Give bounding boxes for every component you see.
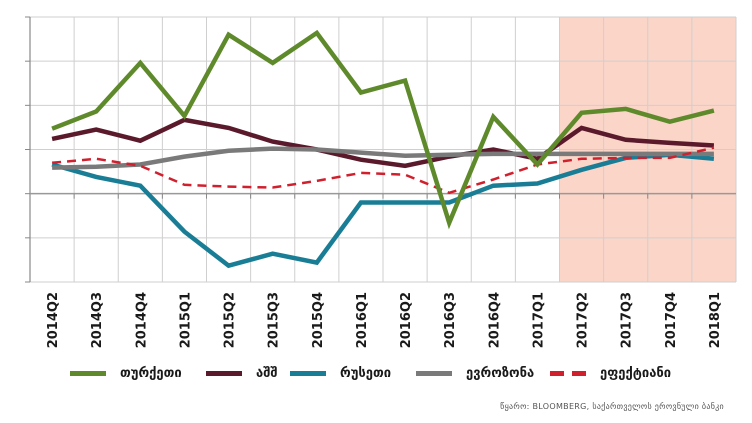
legend-item-effective: ეფექტიანი <box>550 362 671 384</box>
x-tick-label: 2016Q2 <box>399 292 414 348</box>
legend-swatch-turkey <box>70 370 106 376</box>
series-line-3 <box>52 146 714 170</box>
x-tick-label: 2017Q1 <box>531 292 546 348</box>
x-tick-label: 2017Q2 <box>576 292 591 348</box>
x-tick-label: 2014Q3 <box>90 292 105 348</box>
x-tick-label: 2016Q1 <box>355 292 370 348</box>
series-line-0 <box>51 29 715 230</box>
legend-label-turkey: თურქეთი <box>120 365 182 381</box>
legend-label-eurozone: ევროზონა <box>466 365 535 381</box>
source-note: წყარო: BLOOMBERG, საქართველოს ეროვნული ბ… <box>500 402 724 411</box>
series-line-4 <box>51 146 715 195</box>
legend-item-usa: აშშ <box>206 362 278 384</box>
x-tick-label: 2017Q4 <box>664 292 679 348</box>
series-line-1 <box>51 117 715 169</box>
x-tick-label: 2016Q3 <box>443 292 458 348</box>
series-line-2 <box>51 152 715 269</box>
legend-item-eurozone: ევროზონა <box>416 362 534 384</box>
x-tick-label: 2017Q3 <box>620 292 635 348</box>
legend-swatch-effective <box>550 370 586 376</box>
series-lines <box>51 29 715 269</box>
legend-swatch-eurozone <box>416 370 452 376</box>
legend-swatch-usa <box>206 370 242 376</box>
legend-label-effective: ეფექტიანი <box>600 365 672 381</box>
legend-swatch-russia <box>290 370 326 376</box>
legend-item-russia: რუსეთი <box>290 362 391 384</box>
x-tick-label: 2016Q4 <box>487 292 502 348</box>
x-tick-label: 2014Q2 <box>46 292 61 348</box>
x-tick-label: 2015Q3 <box>267 292 282 348</box>
x-tick-label: 2018Q1 <box>708 292 723 348</box>
legend-label-russia: რუსეთი <box>340 365 392 381</box>
legend: თურქეთი აშშ რუსეთი ევროზონა ეფექტიანი <box>0 362 752 384</box>
legend-item-turkey: თურქეთი <box>70 362 182 384</box>
x-tick-label: 2015Q2 <box>223 292 238 348</box>
x-tick-label: 2015Q4 <box>311 292 326 348</box>
x-tick-label: 2014Q4 <box>134 292 149 348</box>
x-tick-label: 2015Q1 <box>178 292 193 348</box>
x-tick-labels: 2014Q2 2014Q3 2014Q4 2015Q1 2015Q2 2015Q3 2015… <box>46 292 723 348</box>
legend-label-usa: აშშ <box>256 365 278 381</box>
line-chart: 2014Q2 2014Q3 2014Q4 2015Q1 2015Q2 2015Q3 2015… <box>25 16 737 348</box>
